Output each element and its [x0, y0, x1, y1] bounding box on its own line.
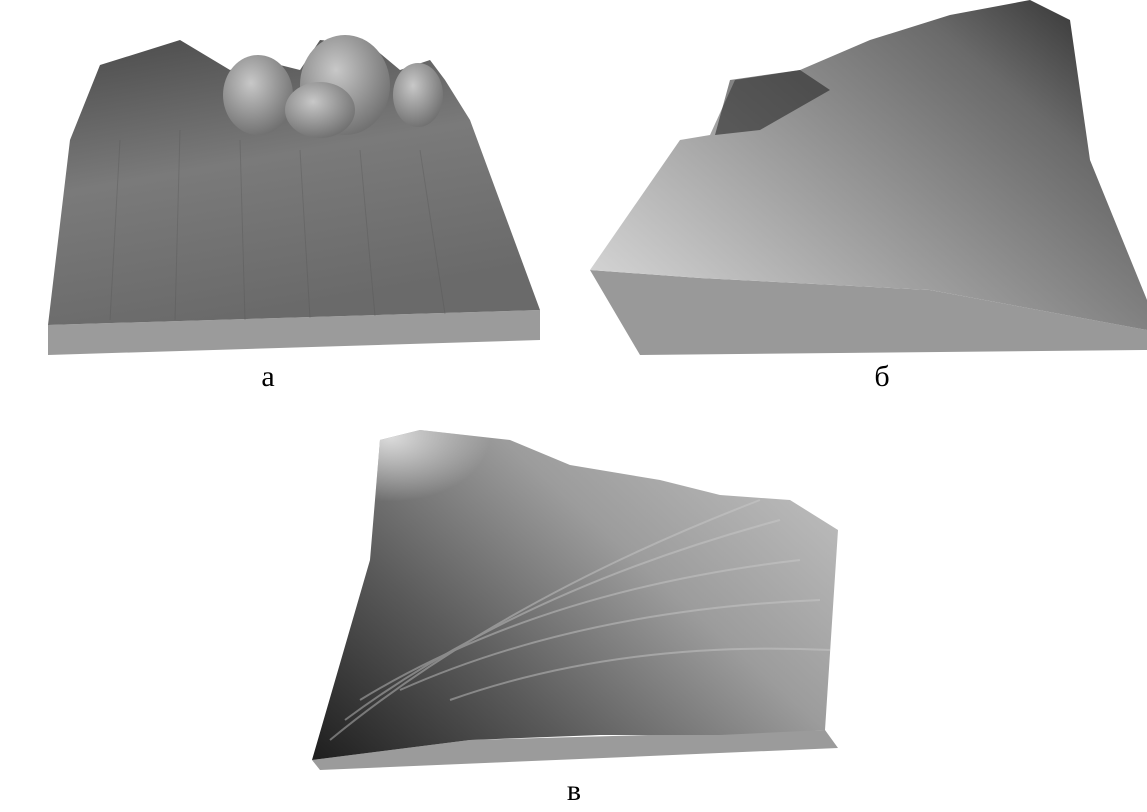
figure: а б в: [0, 0, 1147, 812]
panel-c: в: [312, 430, 838, 807]
panel-b: б: [590, 0, 1147, 393]
grain: [285, 82, 355, 138]
grain: [223, 55, 293, 135]
panel-a: а: [48, 35, 540, 393]
panel-label: а: [261, 360, 274, 393]
surface: [48, 40, 540, 325]
grain: [393, 63, 443, 127]
panel-label: б: [874, 360, 889, 393]
panel-label: в: [567, 774, 581, 807]
